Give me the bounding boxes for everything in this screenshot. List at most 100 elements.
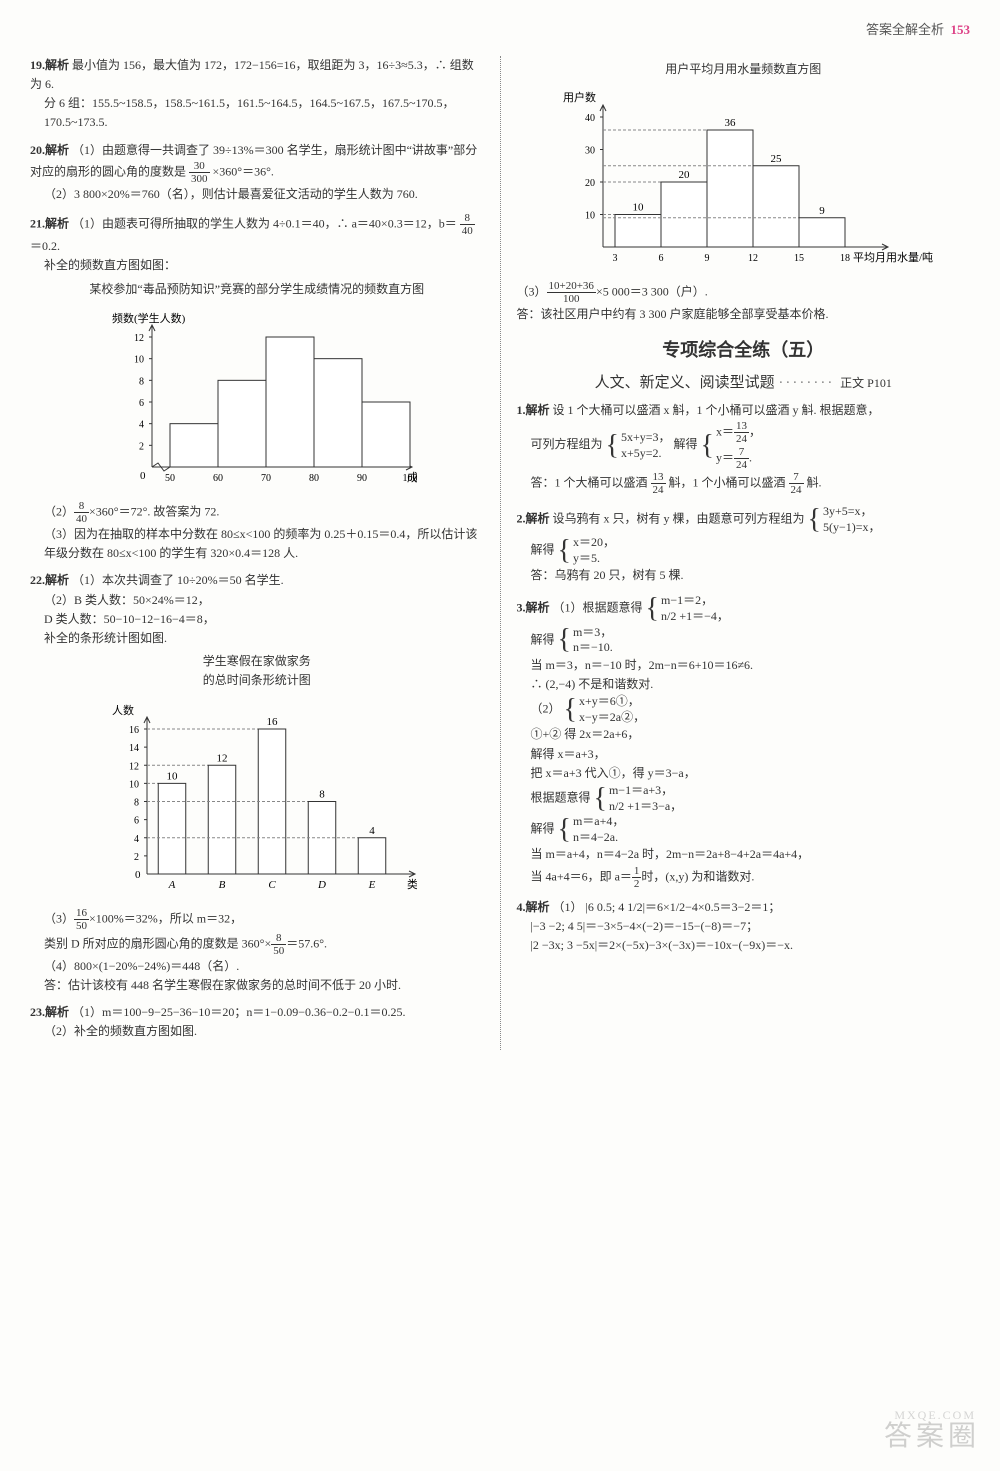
content-columns: 19.解析 最小值为 156，最大值为 172，172−156=16，取组距为 … (30, 56, 970, 1050)
column-divider (500, 56, 501, 1050)
r-q3-label: 3.解析 (517, 601, 550, 615)
svg-text:20: 20 (585, 178, 595, 189)
r-q4: 4.解析 （1） |6 0.5; 4 1/2|＝6×1/2−4×0.5＝3−2＝… (517, 898, 971, 956)
q22-l3: D 类人数：50−10−12−16−4＝8， (44, 610, 484, 629)
svg-text:12: 12 (134, 333, 144, 344)
svg-text:8: 8 (134, 797, 139, 808)
svg-text:10: 10 (129, 779, 139, 790)
q21-l3: （2）840×360°＝72°. 故答案为 72. (44, 500, 484, 525)
page-header: 答案全解全析 153 (30, 20, 970, 41)
brace-icon: {m＝3，n＝−10. (558, 625, 613, 656)
svg-text:9: 9 (820, 205, 826, 217)
r-q4-label: 4.解析 (517, 900, 550, 914)
section-title: 专项综合全练（五） (517, 336, 971, 365)
svg-text:人数: 人数 (112, 704, 134, 717)
svg-text:10: 10 (585, 210, 595, 221)
q22-l6: 类别 D 所对应的扇形圆心角的度数是 360°×850＝57.6°. (44, 932, 484, 957)
svg-text:B: B (218, 879, 225, 891)
svg-text:4: 4 (139, 420, 144, 431)
left-column: 19.解析 最小值为 156，最大值为 172，172−156=16，取组距为 … (30, 56, 484, 1050)
watermark: 答案圈 (884, 1414, 980, 1459)
q22: 22.解析 （1）本次共调查了 10÷20%＝50 名学生. （2）B 类人数：… (30, 571, 484, 995)
svg-text:2: 2 (139, 441, 144, 452)
q21-l4: （3）因为在抽取的样本中分数在 80≤x<100 的频率为 0.25＋0.15＝… (44, 525, 484, 563)
q21-histogram: 频数(学生人数)0246810125060708090100成绩/分 (97, 307, 417, 492)
brace-icon: {x＝20，y＝5. (558, 535, 615, 566)
page-number: 153 (951, 22, 971, 37)
svg-text:80: 80 (309, 473, 319, 484)
svg-text:4: 4 (369, 824, 375, 836)
dots-icon: ········ (778, 375, 840, 391)
q20-l2: （2）3 800×20%＝760（名），则估计最喜爱征文活动的学生人数为 760… (44, 185, 484, 204)
svg-text:6: 6 (134, 815, 139, 826)
q22-l5: （3）1650×100%＝32%，所以 m＝32， (44, 907, 484, 932)
svg-text:0: 0 (135, 869, 141, 881)
q23: 23.解析 （1）m＝100−9−25−36−10＝20；n＝1−0.09−0.… (30, 1003, 484, 1041)
svg-text:10: 10 (134, 355, 144, 366)
q21-l2: 补全的频数直方图如图： (44, 256, 484, 275)
svg-text:成绩/分: 成绩/分 (407, 471, 417, 484)
q22-l1: （1）本次共调查了 10÷20%＝50 名学生. (72, 573, 284, 587)
svg-text:6: 6 (659, 253, 664, 264)
svg-text:20: 20 (679, 169, 691, 181)
svg-text:类别: 类别 (407, 877, 417, 891)
svg-text:6: 6 (139, 398, 144, 409)
svg-text:10: 10 (633, 201, 645, 213)
water-histogram: 用户数10203040102036259369121518平均月用水量/吨 (553, 87, 933, 272)
section-ref: 正文 P101 (840, 376, 892, 390)
r-q2: 2.解析 设乌鸦有 x 只，树有 y 棵，由题意可列方程组为 {3y+5=x，5… (517, 504, 971, 586)
svg-text:12: 12 (129, 761, 139, 772)
svg-text:60: 60 (213, 473, 223, 484)
q21-l1b: ＝0.2. (30, 239, 60, 253)
svg-text:平均月用水量/吨: 平均月用水量/吨 (853, 251, 933, 264)
q21-label: 21.解析 (30, 216, 69, 230)
svg-text:40: 40 (585, 113, 595, 124)
q22-label: 22.解析 (30, 573, 69, 587)
svg-text:10: 10 (166, 770, 178, 782)
q22-l7: （4）800×(1−20%−24%)＝448（名）. (44, 957, 484, 976)
brace-icon: {x＝1324，y＝724. (701, 420, 761, 470)
q19-label: 19.解析 (30, 58, 69, 72)
q22-chart-title: 学生寒假在家做家务 的总时间条形统计图 (30, 652, 484, 690)
right-column: 用户平均月用水量频数直方图 用户数10203040102036259369121… (517, 56, 971, 1050)
r-q3: 3.解析 （1）根据题意得 {m−1＝2，n/2 +1＝−4， 解得 {m＝3，… (517, 593, 971, 889)
q23-l2: （2）补全的频数直方图如图. (44, 1022, 484, 1041)
q20: 20.解析 （1）由题意得一共调查了 39÷13%＝300 名学生，扇形统计图中… (30, 141, 484, 205)
brace-icon: {m＝a+4，n＝4−2a. (558, 814, 625, 845)
svg-text:15: 15 (794, 253, 804, 264)
r-q1-label: 1.解析 (517, 403, 550, 417)
r-q1: 1.解析 设 1 个大桶可以盛酒 x 斛，1 个小桶可以盛酒 y 斛. 根据题意… (517, 401, 971, 496)
r-after: （3）10+20+36100×5 000＝3 300（户）. (517, 280, 971, 305)
svg-text:3: 3 (613, 253, 618, 264)
svg-text:16: 16 (266, 716, 278, 728)
q21-chart-title: 某校参加“毒品预防知识”竞赛的部分学生成绩情况的频数直方图 (30, 280, 484, 299)
svg-text:D: D (317, 879, 326, 891)
q22-l4: 补全的条形统计图如图. (44, 629, 484, 648)
svg-text:用户数: 用户数 (563, 90, 596, 104)
svg-text:8: 8 (139, 376, 144, 387)
svg-text:2: 2 (134, 851, 139, 862)
q22-l8: 答：估计该校有 448 名学生寒假在家做家务的总时间不低于 20 小时. (44, 976, 484, 995)
q19-l1: 最小值为 156，最大值为 172，172−156=16，取组距为 3，16÷3… (30, 58, 474, 91)
brace-icon: {5x+y=3，x+5y=2. (606, 430, 671, 461)
brace-icon: {x+y＝6①，x−y＝2a②， (564, 694, 646, 725)
svg-text:16: 16 (129, 725, 139, 736)
brace-icon: {m−1＝2，n/2 +1＝−4， (646, 593, 729, 624)
r-chart-title: 用户平均月用水量频数直方图 (517, 60, 971, 79)
svg-text:36: 36 (725, 117, 737, 129)
r-ans: 答：该社区用户中约有 3 300 户家庭能够全部享受基本价格. (517, 305, 971, 324)
q23-l1: （1）m＝100−9−25−36−10＝20；n＝1−0.09−0.36−0.2… (72, 1005, 405, 1019)
svg-text:70: 70 (261, 473, 271, 484)
q21: 21.解析 （1）由题表可得所抽取的学生人数为 4÷0.1＝40，∴ a＝40×… (30, 212, 484, 563)
q20-l1b: ×360°＝36°. (213, 164, 274, 178)
q20-label: 20.解析 (30, 143, 69, 157)
q19: 19.解析 最小值为 156，最大值为 172，172−156=16，取组距为 … (30, 56, 484, 133)
svg-text:18: 18 (840, 253, 850, 264)
svg-text:50: 50 (165, 473, 175, 484)
q21-l1: （1）由题表可得所抽取的学生人数为 4÷0.1＝40，∴ a＝40×0.3＝12… (72, 216, 457, 230)
section-subtitle: 人文、新定义、阅读型试题 ········ 正文 P101 (517, 371, 971, 395)
svg-text:12: 12 (216, 752, 227, 764)
r-q2-label: 2.解析 (517, 511, 550, 525)
svg-text:14: 14 (129, 743, 139, 754)
q23-label: 23.解析 (30, 1005, 69, 1019)
